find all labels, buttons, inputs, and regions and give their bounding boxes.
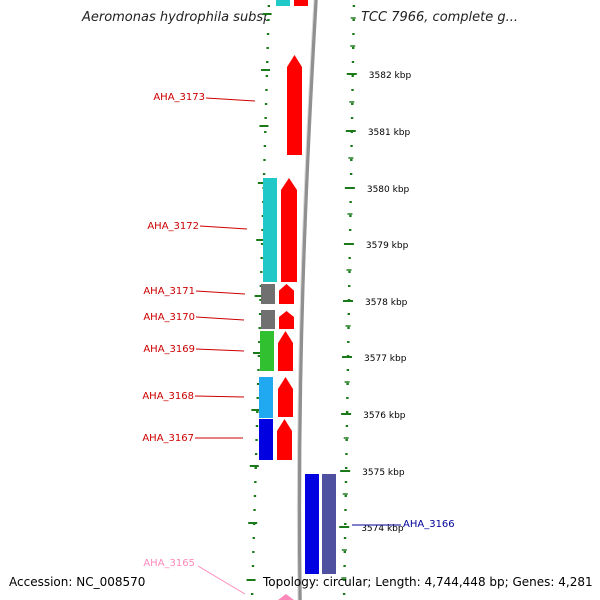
- scale-label: 3576 kbp: [363, 411, 406, 421]
- gene-leader-line: [205, 97, 256, 102]
- gene-label: AHA_3167: [142, 433, 194, 444]
- backbone-arc: [297, 0, 318, 600]
- gene-label: AHA_3169: [143, 344, 195, 355]
- scale-label: 3581 kbp: [368, 128, 411, 138]
- gene-label: AHA_3171: [143, 286, 195, 297]
- gene-leader-line: [199, 225, 248, 230]
- gene-arrow-aha-3167: [277, 419, 292, 460]
- gene-block-cyan-top: [276, 0, 290, 6]
- gene-arrow-aha-3173: [287, 55, 302, 155]
- gene-leader-line: [195, 348, 245, 352]
- accession-label: Accession: NC_008570: [9, 575, 146, 589]
- scale-label: 3577 kbp: [364, 354, 407, 364]
- gene-arrow-aha-3168: [278, 377, 293, 417]
- gene-leader-line: [195, 290, 246, 295]
- gene-arrow-aha-3172: [281, 178, 297, 282]
- gene-block-cyan: [263, 178, 277, 282]
- scale-label: 3582 kbp: [369, 71, 412, 81]
- gene-arrow-red-top: [294, 0, 308, 6]
- gene-label: AHA_3172: [147, 221, 199, 232]
- gene-arrow-aha-3165: [278, 594, 294, 600]
- gene-block-skyblue: [259, 377, 273, 418]
- gene-block-gray-1: [261, 284, 275, 304]
- gene-label: AHA_3166: [403, 519, 455, 530]
- gene-label: AHA_3165: [143, 558, 195, 569]
- gene-label: AHA_3173: [153, 92, 205, 103]
- gene-arrow-aha-3170: [279, 311, 294, 329]
- backbone-highlight: [296, 0, 315, 600]
- scale-label: 3578 kbp: [365, 298, 408, 308]
- gene-label: AHA_3170: [143, 312, 195, 323]
- gene-block-gray-2: [261, 310, 275, 329]
- gene-leader-line: [197, 565, 246, 595]
- topology-label: Topology: circular; Length: 4,744,448 bp…: [263, 575, 593, 589]
- gene-arrow-aha-3169: [278, 331, 293, 371]
- gene-arrow-aha-3171: [279, 284, 294, 304]
- map-track: [248, 0, 362, 600]
- scale-label: 3580 kbp: [367, 185, 410, 195]
- gene-block-aha-3166-blue: [305, 474, 319, 574]
- scale-label: 3579 kbp: [366, 241, 409, 251]
- gene-block-green: [260, 331, 274, 371]
- scale-label: 3575 kbp: [362, 468, 405, 478]
- scale-label: 3574 kbp: [361, 524, 404, 534]
- gene-leader-line: [194, 395, 245, 398]
- gene-label: AHA_3168: [142, 391, 194, 402]
- gene-block-aha-3166-purple: [322, 474, 336, 574]
- gene-leader-line: [195, 316, 245, 321]
- gene-block-blue: [259, 419, 273, 460]
